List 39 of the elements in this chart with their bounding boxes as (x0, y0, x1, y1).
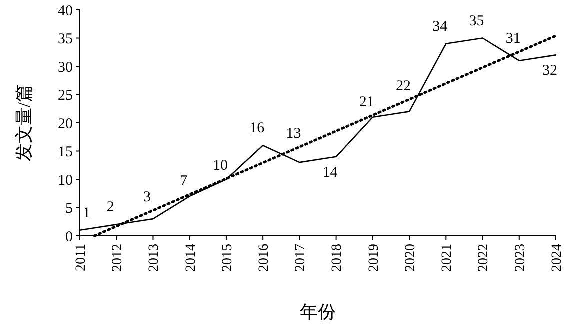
data-label: 31 (506, 30, 521, 47)
x-axis-title: 年份 (300, 302, 336, 322)
data-label: 3 (143, 190, 151, 206)
x-tick-label: 2021 (440, 244, 456, 272)
x-tick-label: 2015 (220, 244, 236, 272)
x-tick-label: 2019 (366, 244, 382, 272)
x-tick-label: 2017 (294, 244, 309, 272)
data-label: 10 (212, 158, 228, 174)
x-tick-label: 2018 (330, 244, 346, 272)
x-tick-label: 2011 (74, 244, 89, 272)
x-tick-label: 2020 (403, 244, 418, 272)
y-tick-label: 15 (58, 144, 73, 160)
y-tick-label: 5 (66, 201, 73, 217)
data-label: 14 (322, 164, 338, 181)
data-label: 13 (286, 126, 302, 142)
y-tick-label: 10 (58, 172, 73, 189)
x-tick-label: 2022 (476, 244, 492, 272)
x-tick-label: 2014 (184, 244, 199, 272)
data-label: 2 (106, 200, 114, 216)
data-label: 34 (432, 18, 448, 35)
y-axis-title: 发文量/篇 (14, 84, 34, 162)
y-tick-label: 25 (58, 88, 73, 104)
data-label: 7 (180, 174, 188, 190)
data-label: 35 (469, 13, 484, 30)
x-tick-label: 2016 (256, 244, 272, 272)
data-label: 21 (359, 94, 374, 110)
y-tick-label: 40 (58, 3, 73, 20)
x-tick-label: 2023 (513, 244, 528, 272)
y-tick-label: 20 (58, 116, 73, 132)
x-tick-label: 2024 (550, 244, 565, 272)
data-label: 16 (250, 120, 266, 137)
data-label: 1 (83, 205, 90, 222)
x-tick-label: 2013 (147, 244, 162, 272)
data-label: 32 (542, 63, 558, 80)
y-tick-label: 0 (66, 229, 73, 246)
x-tick-label: 2012 (110, 244, 126, 272)
data-label: 22 (396, 78, 412, 94)
y-tick-label: 35 (58, 32, 73, 48)
y-tick-label: 30 (58, 60, 73, 76)
